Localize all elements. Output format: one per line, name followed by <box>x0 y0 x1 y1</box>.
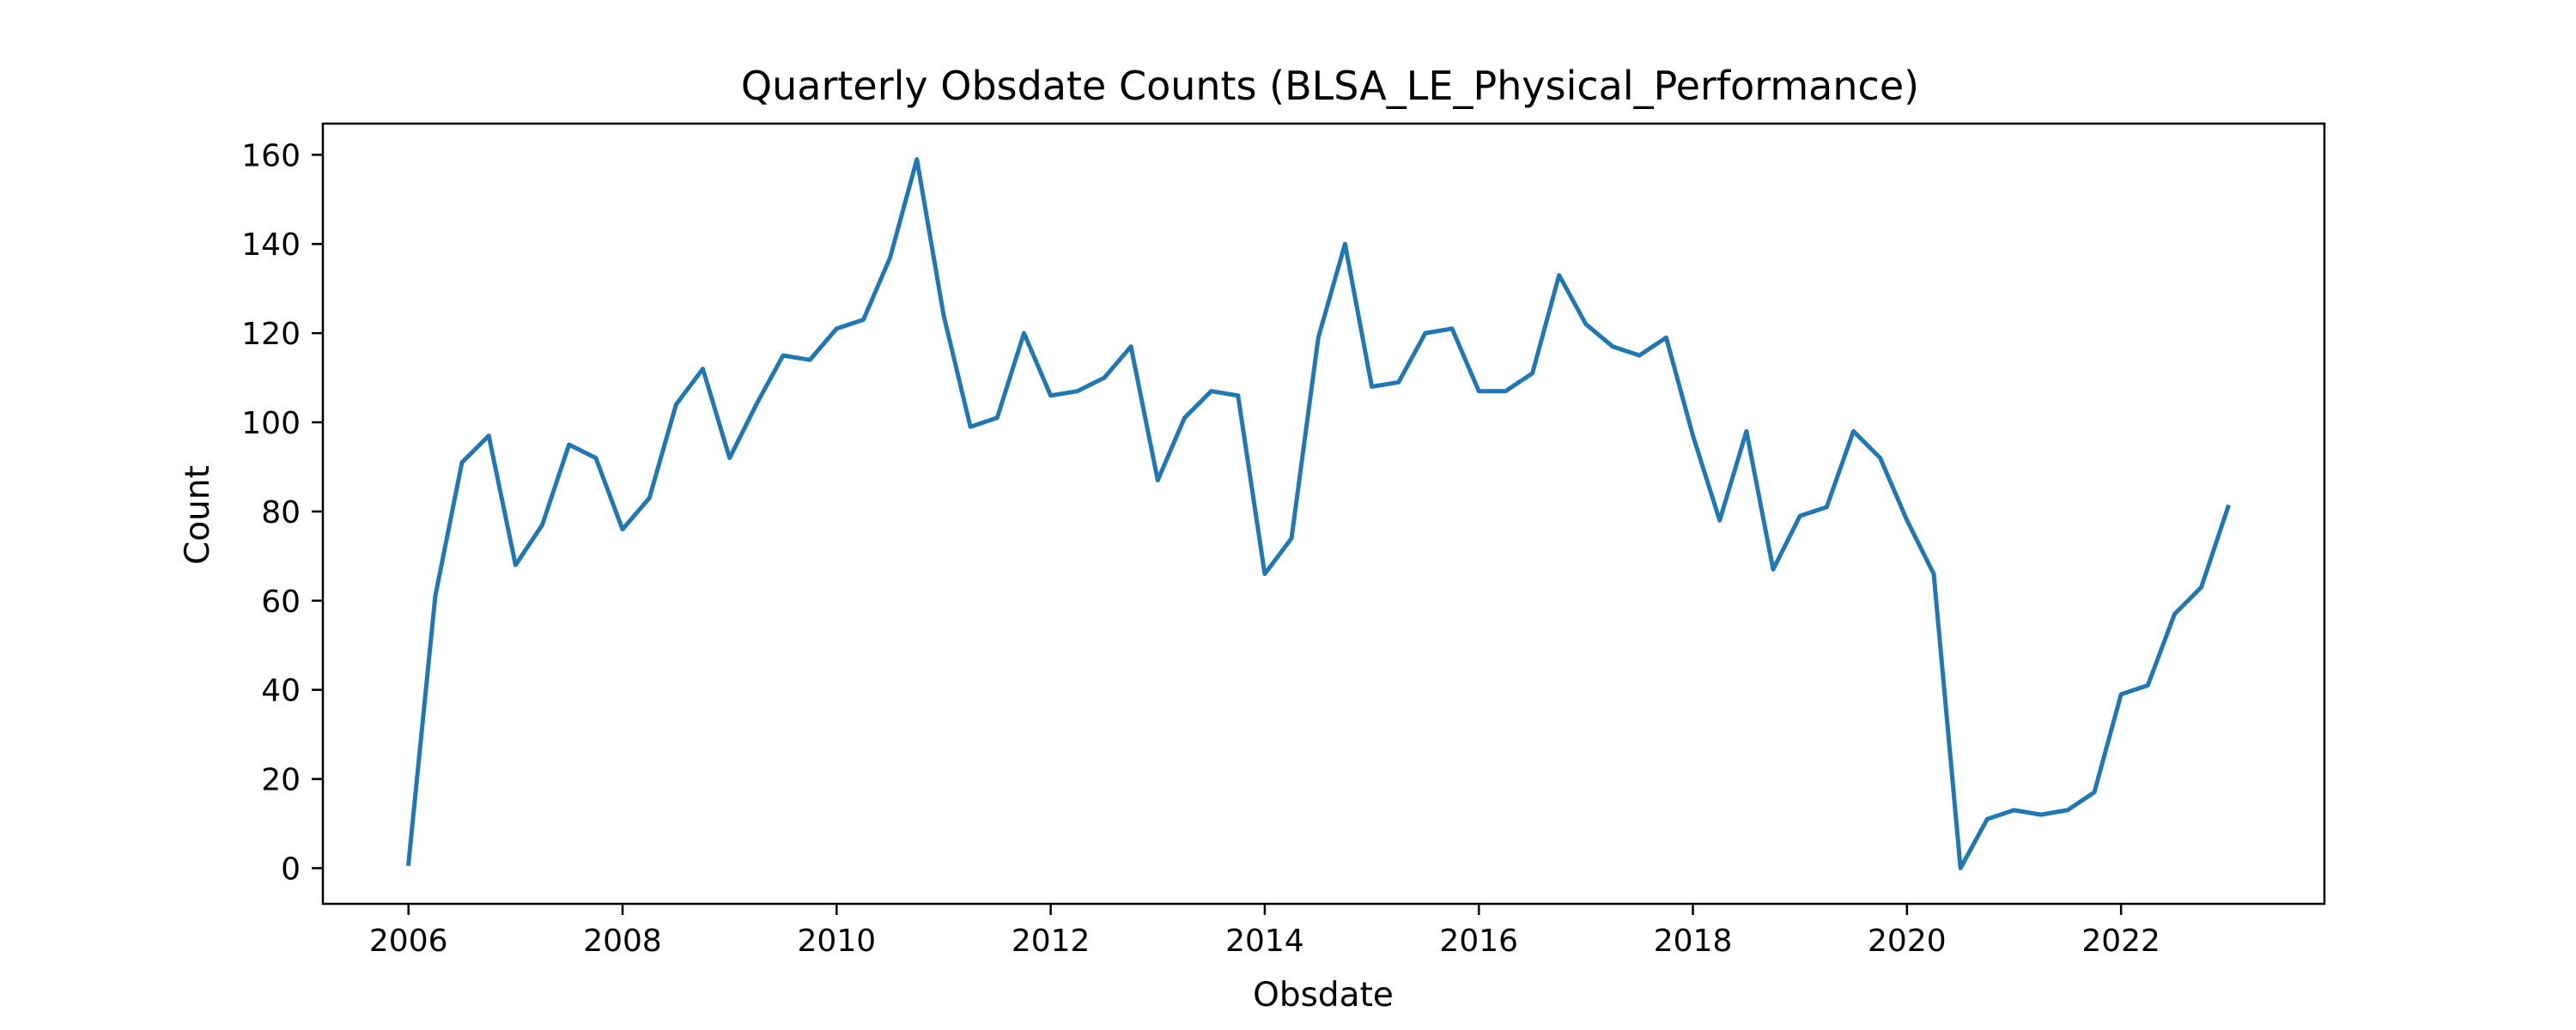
y-tick-label: 160 <box>241 138 301 173</box>
y-tick-label: 100 <box>241 406 301 441</box>
y-tick-label: 40 <box>261 674 301 709</box>
y-tick-label: 0 <box>281 851 301 887</box>
plot-area <box>321 122 2326 906</box>
y-tick-label: 60 <box>261 585 301 620</box>
y-tick-label: 120 <box>241 317 301 352</box>
chart-title: Quarterly Obsdate Counts (BLSA_LE_Physic… <box>741 63 1919 109</box>
x-tick-label: 2022 <box>2081 924 2160 959</box>
x-tick-label: 2016 <box>1439 924 1518 959</box>
x-axis: 2006 2008 2010 2012 2014 2016 2018 2020 2022 <box>369 904 2160 959</box>
y-tick-label: 140 <box>241 227 301 263</box>
y-axis-title: Count <box>179 465 217 565</box>
series-layer <box>405 157 2231 870</box>
x-tick-label: 2010 <box>798 924 877 959</box>
x-axis-title: Obsdate <box>1253 976 1394 1015</box>
y-tick-label: 80 <box>261 495 301 530</box>
x-tick-label: 2020 <box>1868 924 1947 959</box>
x-tick-label: 2018 <box>1654 924 1733 959</box>
y-tick-label: 20 <box>261 763 301 798</box>
series-line <box>405 157 2231 870</box>
x-tick-label: 2012 <box>1012 924 1091 959</box>
x-tick-label: 2014 <box>1225 924 1304 959</box>
x-tick-label: 2006 <box>369 924 448 959</box>
x-tick-label: 2008 <box>583 924 662 959</box>
y-axis: 0 20 40 60 80 100 120 140 160 <box>241 138 323 887</box>
